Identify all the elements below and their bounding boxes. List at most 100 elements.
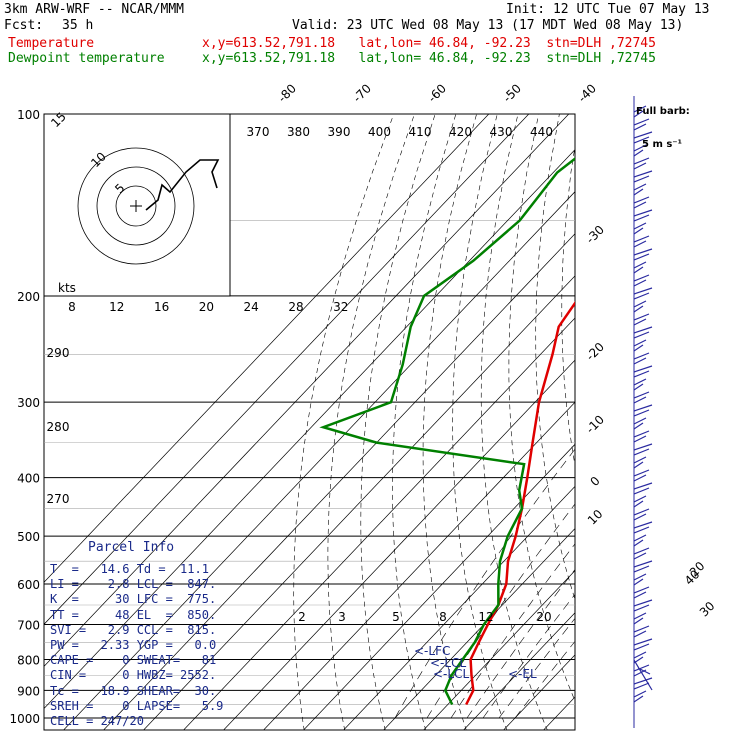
wind-barb: [633, 534, 647, 547]
parcel-marker-el: <-EL: [508, 667, 537, 681]
wind-barb: [633, 690, 647, 703]
mixing-ratio-label: 12: [478, 610, 493, 624]
isotherm-label: 0: [588, 474, 603, 489]
wind-barb: [633, 638, 653, 651]
isotherm-label: -50: [500, 81, 524, 105]
parcel-row: CIN = 0 HWBZ= 2552.: [50, 668, 217, 683]
mixing-ratio-label: 16: [154, 300, 169, 314]
parcel-row: K = 30 LFC = 775.: [50, 592, 217, 607]
wind-barb: [633, 430, 650, 443]
wind-barbs: [633, 96, 653, 728]
pressure-tick-label: 1000: [9, 712, 40, 726]
wind-barb: [633, 170, 653, 183]
dry-adiabat: [535, 114, 575, 601]
wind-barb: [633, 378, 647, 391]
parcel-marker-lfc: <-LFC: [414, 644, 450, 658]
theta-label: 390: [328, 125, 351, 139]
mixing-ratio-label: 8: [68, 300, 76, 314]
wind-barb: [633, 339, 647, 352]
dry-adiabat: [681, 114, 740, 731]
dewpoint-profile-line: [319, 157, 575, 706]
pressure-tick-label: 800: [17, 653, 40, 667]
wind-barb: [633, 521, 653, 534]
dry-adiabat: [725, 114, 740, 731]
wind-barb: [633, 404, 653, 417]
moist-adiabat: [498, 617, 575, 719]
pressure-tick-label: 500: [17, 530, 40, 544]
wind-barb: [633, 326, 653, 339]
isotherm-line: [423, 570, 575, 730]
wind-barb: [633, 495, 647, 508]
dry-adiabat: [327, 114, 415, 730]
dry-adiabat: [293, 114, 395, 730]
mixing-ratio-label: 24: [244, 300, 259, 314]
mixing-ratio-label: 32: [333, 300, 348, 314]
wind-barb: [633, 118, 650, 131]
wind-barb: [633, 443, 653, 456]
isotherm-line: [44, 114, 530, 625]
chart-grid: [44, 114, 740, 731]
hodograph-frame: [43, 113, 231, 297]
isotherm-line: [343, 485, 575, 730]
profile-lines: [319, 157, 575, 706]
barb-legend-line1: Full barb:: [636, 106, 690, 117]
parcel-info-title: Parcel Info: [88, 540, 175, 555]
isotherm-line: [263, 401, 575, 730]
wind-barb: [633, 469, 650, 482]
dry-adiabat: [561, 144, 575, 467]
wind-barb: [633, 677, 653, 690]
isotherm-label: -40: [575, 81, 599, 105]
wind-barb: [633, 599, 653, 612]
isotherm-line: [143, 275, 575, 730]
wind-barb: [633, 287, 653, 300]
wind-barb: [633, 222, 647, 235]
wind-barb: [633, 508, 650, 521]
wind-barb: [633, 560, 653, 573]
pressure-tick-label: 600: [17, 578, 40, 592]
isotherm-line: [44, 114, 490, 583]
isotherm-line: [223, 359, 575, 730]
isotherm-label: -80: [275, 81, 299, 105]
mixing-ratio-label: 3: [338, 610, 346, 624]
parcel-row: SVI = 2.9 CCL = 815.: [50, 622, 217, 637]
wind-barb: [633, 352, 650, 365]
theta-label: 430: [490, 125, 513, 139]
mixing-ratio-label: 20: [536, 610, 551, 624]
wind-barb: [633, 248, 653, 261]
moist-adiabat: [450, 543, 575, 719]
mixing-ratio-label: 5: [392, 610, 400, 624]
hodograph-trace: [145, 159, 220, 211]
isotherm-label: -10: [583, 412, 607, 436]
wind-barb: [633, 482, 653, 495]
dry-adiabat: [452, 114, 508, 730]
hodograph-label-kts: kts: [58, 281, 76, 295]
parcel-row: T = 14.6 Td = 11.1: [50, 562, 209, 576]
isotherm-label: -70: [350, 81, 374, 105]
isotherm-line: [63, 191, 575, 730]
parcel-row: LI = 2.8 LCL = 847.: [50, 577, 217, 592]
wind-barb: [633, 196, 650, 209]
wind-barb: [633, 664, 650, 677]
wind-barb: [633, 612, 647, 625]
dry-adiabat: [422, 114, 477, 730]
wind-barb: [633, 157, 650, 170]
pressure-tick-label: 400: [17, 472, 40, 486]
theta-label: 290: [47, 346, 70, 360]
mixing-ratio-label: 28: [288, 300, 303, 314]
wind-barb: [633, 659, 653, 691]
parcel-row: PW = 2.33 YGP = 0.0: [50, 638, 217, 653]
init-time: Init: 12 UTC Tue 07 May 13: [506, 2, 710, 17]
wind-barb: [633, 417, 647, 430]
pressure-tick-label: 900: [17, 684, 40, 698]
wind-barb: [633, 625, 650, 638]
dry-adiabat: [659, 114, 740, 731]
isotherm-label: -20: [583, 340, 607, 364]
moist-adiabat: [514, 640, 575, 719]
wind-barb: [633, 365, 653, 378]
mixing-ratio-label: 8: [439, 610, 447, 624]
parcel-row: SREH = 0 LAPSE= 5.9: [50, 698, 224, 713]
parcel-row: TT = 48 EL = 850.: [50, 607, 217, 622]
wind-barb: [633, 391, 650, 404]
